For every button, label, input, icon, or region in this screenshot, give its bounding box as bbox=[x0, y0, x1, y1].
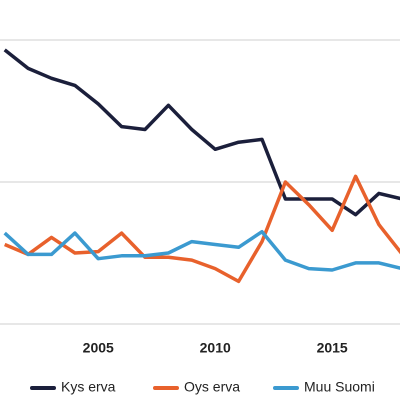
series-line bbox=[3, 229, 400, 272]
legend: Kys erva Oys erva Muu Suomi bbox=[30, 379, 375, 395]
series-line bbox=[4, 174, 400, 284]
x-tick-label: 2005 bbox=[83, 340, 114, 356]
legend-label: Kys erva bbox=[61, 379, 116, 395]
grid bbox=[0, 39, 400, 325]
x-tick-label: 2015 bbox=[317, 340, 348, 356]
x-axis: 2005 2010 2015 bbox=[83, 340, 348, 356]
plot-area bbox=[3, 48, 400, 284]
legend-label: Muu Suomi bbox=[304, 379, 375, 395]
legend-label: Oys erva bbox=[184, 379, 240, 395]
series-line bbox=[3, 48, 400, 217]
x-tick-label: 2010 bbox=[200, 340, 231, 356]
